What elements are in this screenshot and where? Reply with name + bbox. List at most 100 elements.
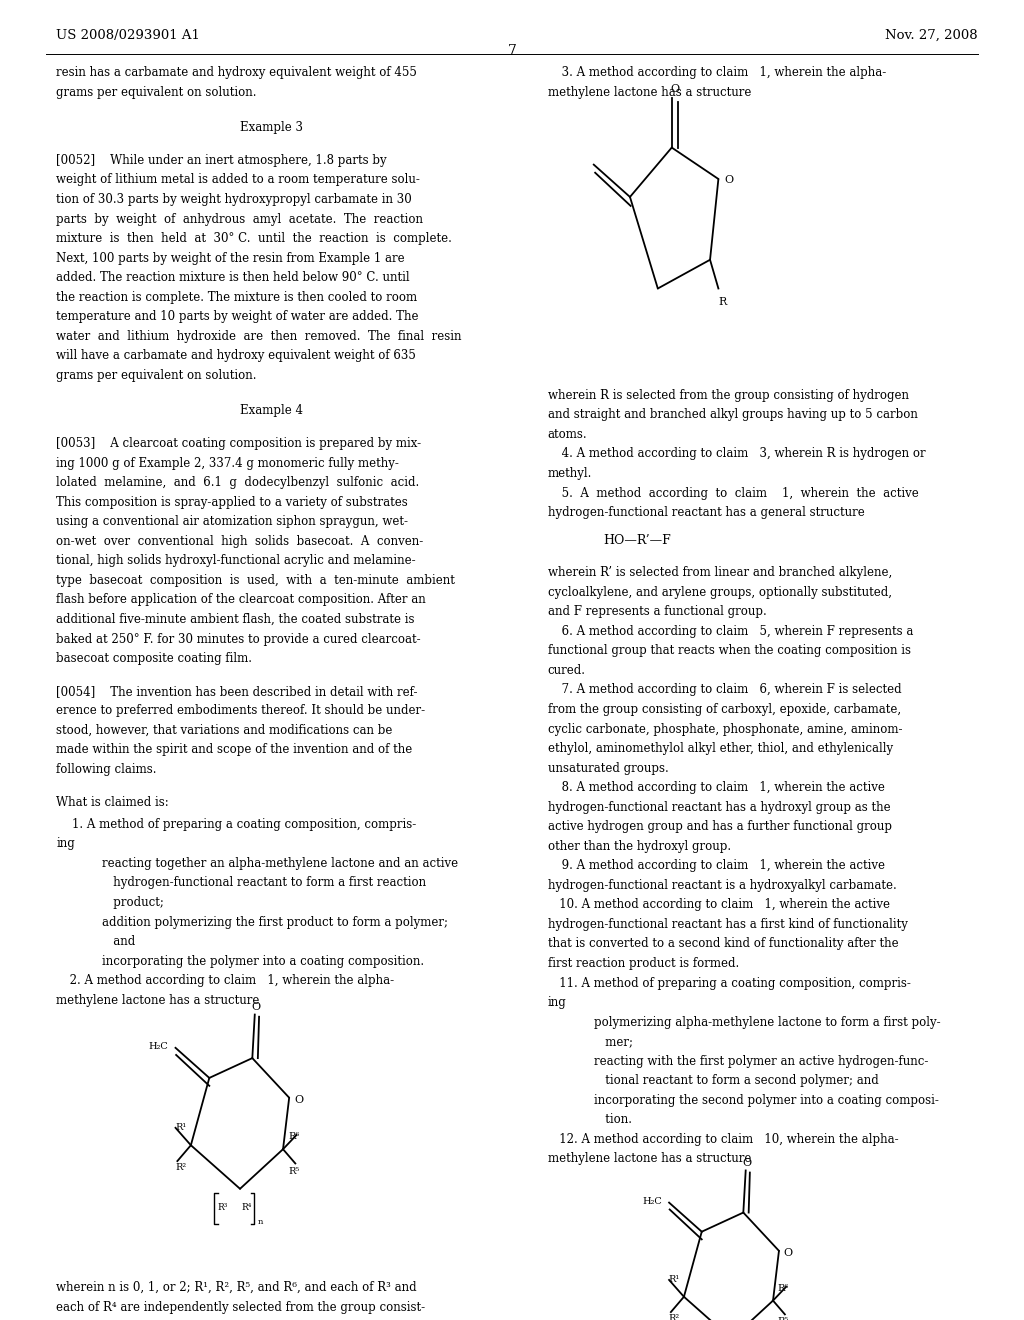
Text: tional reactant to form a second polymer; and: tional reactant to form a second polymer…	[594, 1074, 879, 1088]
Text: R: R	[719, 297, 727, 308]
Text: methyl.: methyl.	[548, 467, 592, 480]
Text: 12. A method according to claim  10, wherein the alpha-: 12. A method according to claim 10, wher…	[548, 1133, 898, 1146]
Text: and: and	[102, 935, 135, 948]
Text: reacting together an alpha-methylene lactone and an active: reacting together an alpha-methylene lac…	[102, 857, 459, 870]
Text: 9. A method according to claim  1, wherein the active: 9. A method according to claim 1, wherei…	[548, 859, 885, 873]
Text: following claims.: following claims.	[56, 763, 157, 776]
Text: [0053]    A clearcoat coating composition is prepared by mix-: [0053] A clearcoat coating composition i…	[56, 437, 422, 450]
Text: 8. A method according to claim  1, wherein the active: 8. A method according to claim 1, wherei…	[548, 781, 885, 795]
Text: 1. A method of preparing a coating composition, compris-: 1. A method of preparing a coating compo…	[56, 818, 417, 830]
Text: O: O	[252, 1002, 260, 1012]
Text: wherein R is selected from the group consisting of hydrogen: wherein R is selected from the group con…	[548, 389, 909, 401]
Text: R⁵: R⁵	[778, 1317, 790, 1320]
Text: first reaction product is formed.: first reaction product is formed.	[548, 957, 739, 970]
Text: additional five-minute ambient flash, the coated substrate is: additional five-minute ambient flash, th…	[56, 612, 415, 626]
Text: tion of 30.3 parts by weight hydroxypropyl carbamate in 30: tion of 30.3 parts by weight hydroxyprop…	[56, 193, 412, 206]
Text: grams per equivalent on solution.: grams per equivalent on solution.	[56, 368, 257, 381]
Text: 10. A method according to claim  1, wherein the active: 10. A method according to claim 1, where…	[548, 899, 890, 911]
Text: ing 1000 g of Example 2, 337.4 g monomeric fully methy-: ing 1000 g of Example 2, 337.4 g monomer…	[56, 457, 399, 470]
Text: R²: R²	[669, 1313, 680, 1320]
Text: unsaturated groups.: unsaturated groups.	[548, 762, 669, 775]
Text: lolated  melamine,  and  6.1  g  dodecylbenzyl  sulfonic  acid.: lolated melamine, and 6.1 g dodecylbenzy…	[56, 477, 420, 490]
Text: O: O	[783, 1247, 793, 1258]
Text: methylene lactone has a structure: methylene lactone has a structure	[56, 994, 260, 1007]
Text: HO—R’—F: HO—R’—F	[604, 533, 672, 546]
Text: n: n	[257, 1218, 263, 1226]
Text: hydrogen-functional reactant has a first kind of functionality: hydrogen-functional reactant has a first…	[548, 917, 907, 931]
Text: R²: R²	[175, 1163, 186, 1172]
Text: product;: product;	[102, 896, 164, 909]
Text: O: O	[742, 1158, 752, 1168]
Text: 11. A method of preparing a coating composition, compris-: 11. A method of preparing a coating comp…	[548, 977, 910, 990]
Text: functional group that reacts when the coating composition is: functional group that reacts when the co…	[548, 644, 910, 657]
Text: O: O	[294, 1094, 303, 1105]
Text: R³: R³	[218, 1203, 228, 1212]
Text: flash before application of the clearcoat composition. After an: flash before application of the clearcoa…	[56, 594, 426, 606]
Text: Nov. 27, 2008: Nov. 27, 2008	[886, 29, 978, 42]
Text: tion.: tion.	[594, 1113, 632, 1126]
Text: [0054]    The invention has been described in detail with ref-: [0054] The invention has been described …	[56, 685, 418, 698]
Text: erence to preferred embodiments thereof. It should be under-: erence to preferred embodiments thereof.…	[56, 705, 425, 717]
Text: mer;: mer;	[594, 1035, 633, 1048]
Text: from the group consisting of carboxyl, epoxide, carbamate,: from the group consisting of carboxyl, e…	[548, 704, 901, 715]
Text: H₂C: H₂C	[148, 1043, 168, 1051]
Text: methylene lactone has a structure: methylene lactone has a structure	[548, 86, 752, 99]
Text: R⁶: R⁶	[288, 1131, 299, 1140]
Text: wherein n is 0, 1, or 2; R¹, R², R⁵, and R⁶, and each of R³ and: wherein n is 0, 1, or 2; R¹, R², R⁵, and…	[56, 1282, 417, 1294]
Text: ing: ing	[56, 837, 75, 850]
Text: other than the hydroxyl group.: other than the hydroxyl group.	[548, 840, 731, 853]
Text: R⁴: R⁴	[241, 1203, 251, 1212]
Text: type  basecoat  composition  is  used,  with  a  ten-minute  ambient: type basecoat composition is used, with …	[56, 574, 456, 587]
Text: hydrogen-functional reactant has a general structure: hydrogen-functional reactant has a gener…	[548, 506, 864, 519]
Text: H₂C: H₂C	[643, 1197, 663, 1206]
Text: added. The reaction mixture is then held below 90° C. until: added. The reaction mixture is then held…	[56, 271, 410, 284]
Text: R¹: R¹	[175, 1123, 186, 1133]
Text: atoms.: atoms.	[548, 428, 588, 441]
Text: grams per equivalent on solution.: grams per equivalent on solution.	[56, 86, 257, 99]
Text: [0052]    While under an inert atmosphere, 1.8 parts by: [0052] While under an inert atmosphere, …	[56, 154, 387, 166]
Text: reacting with the first polymer an active hydrogen-func-: reacting with the first polymer an activ…	[594, 1055, 929, 1068]
Text: temperature and 10 parts by weight of water are added. The: temperature and 10 parts by weight of wa…	[56, 310, 419, 323]
Text: weight of lithium metal is added to a room temperature solu-: weight of lithium metal is added to a ro…	[56, 173, 420, 186]
Text: each of R⁴ are independently selected from the group consist-: each of R⁴ are independently selected fr…	[56, 1300, 425, 1313]
Text: wherein R’ is selected from linear and branched alkylene,: wherein R’ is selected from linear and b…	[548, 566, 892, 579]
Text: incorporating the polymer into a coating composition.: incorporating the polymer into a coating…	[102, 954, 425, 968]
Text: R⁵: R⁵	[288, 1167, 299, 1176]
Text: basecoat composite coating film.: basecoat composite coating film.	[56, 652, 252, 665]
Text: R⁶: R⁶	[778, 1284, 790, 1292]
Text: Next, 100 parts by weight of the resin from Example 1 are: Next, 100 parts by weight of the resin f…	[56, 252, 404, 264]
Text: mixture  is  then  held  at  30° C.  until  the  reaction  is  complete.: mixture is then held at 30° C. until the…	[56, 232, 453, 246]
Text: O: O	[670, 84, 679, 94]
Text: hydrogen-functional reactant has a hydroxyl group as the: hydrogen-functional reactant has a hydro…	[548, 801, 891, 813]
Text: baked at 250° F. for 30 minutes to provide a cured clearcoat-: baked at 250° F. for 30 minutes to provi…	[56, 632, 421, 645]
Text: the reaction is complete. The mixture is then cooled to room: the reaction is complete. The mixture is…	[56, 290, 418, 304]
Text: addition polymerizing the first product to form a polymer;: addition polymerizing the first product …	[102, 916, 449, 928]
Text: stood, however, that variations and modifications can be: stood, however, that variations and modi…	[56, 723, 392, 737]
Text: R¹: R¹	[669, 1275, 680, 1284]
Text: tional, high solids hydroxyl-functional acrylic and melamine-: tional, high solids hydroxyl-functional …	[56, 554, 416, 568]
Text: made within the spirit and scope of the invention and of the: made within the spirit and scope of the …	[56, 743, 413, 756]
Text: parts  by  weight  of  anhydrous  amyl  acetate.  The  reaction: parts by weight of anhydrous amyl acetat…	[56, 213, 423, 226]
Text: Example 4: Example 4	[240, 404, 303, 417]
Text: ethylol, aminomethylol alkyl ether, thiol, and ethylenically: ethylol, aminomethylol alkyl ether, thio…	[548, 742, 893, 755]
Text: resin has a carbamate and hydroxy equivalent weight of 455: resin has a carbamate and hydroxy equiva…	[56, 66, 417, 79]
Text: 2. A method according to claim  1, wherein the alpha-: 2. A method according to claim 1, wherei…	[56, 974, 394, 987]
Text: and F represents a functional group.: and F represents a functional group.	[548, 606, 767, 618]
Text: 7: 7	[508, 44, 516, 58]
Text: This composition is spray-applied to a variety of substrates: This composition is spray-applied to a v…	[56, 496, 409, 508]
Text: water  and  lithium  hydroxide  are  then  removed.  The  final  resin: water and lithium hydroxide are then rem…	[56, 330, 462, 343]
Text: will have a carbamate and hydroxy equivalent weight of 635: will have a carbamate and hydroxy equiva…	[56, 350, 416, 362]
Text: What is claimed is:: What is claimed is:	[56, 796, 169, 809]
Text: polymerizing alpha-methylene lactone to form a first poly-: polymerizing alpha-methylene lactone to …	[594, 1015, 941, 1028]
Text: ing: ing	[548, 997, 566, 1008]
Text: using a conventional air atomization siphon spraygun, wet-: using a conventional air atomization sip…	[56, 515, 409, 528]
Text: cyclic carbonate, phosphate, phosphonate, amine, aminom-: cyclic carbonate, phosphate, phosphonate…	[548, 722, 902, 735]
Text: cycloalkylene, and arylene groups, optionally substituted,: cycloalkylene, and arylene groups, optio…	[548, 586, 892, 599]
Text: methylene lactone has a structure: methylene lactone has a structure	[548, 1152, 752, 1166]
Text: cured.: cured.	[548, 664, 586, 677]
Text: 4. A method according to claim  3, wherein R is hydrogen or: 4. A method according to claim 3, wherei…	[548, 447, 926, 461]
Text: incorporating the second polymer into a coating composi-: incorporating the second polymer into a …	[594, 1094, 939, 1106]
Text: 6. A method according to claim  5, wherein F represents a: 6. A method according to claim 5, wherei…	[548, 624, 913, 638]
Text: 3. A method according to claim  1, wherein the alpha-: 3. A method according to claim 1, wherei…	[548, 66, 886, 79]
Text: O: O	[725, 176, 734, 185]
